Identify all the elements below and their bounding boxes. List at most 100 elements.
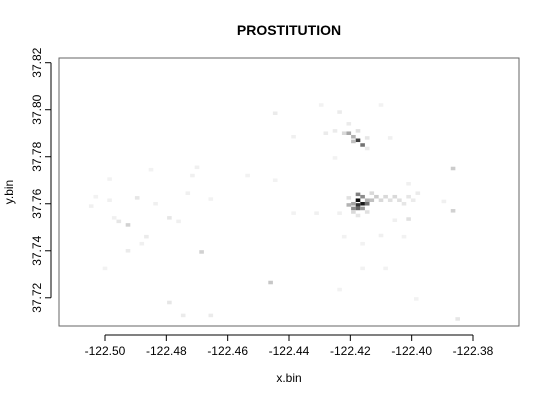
heatmap-cell [360,266,365,271]
heatmap-cell [272,111,278,116]
heatmap-cell [291,211,296,215]
heatmap-cell [392,218,398,222]
heatmap-cell [401,234,407,239]
heatmap-cell [134,196,140,200]
heatmap-cell [406,217,411,221]
heatmap-cell [125,223,131,227]
heatmap-cell [351,139,356,144]
heatmap-cell [387,136,393,140]
heatmap-cell [383,194,388,199]
x-tick-label: -122.38 [453,344,494,358]
heatmap-cell [450,209,456,213]
heatmap-cell [190,173,195,178]
heatmap-cell [406,194,411,199]
heatmap-cell [351,201,356,206]
heatmap-cell [346,131,352,135]
x-tick-label: -122.48 [146,344,187,358]
heatmap-cell [355,198,361,202]
heatmap-cell [406,182,411,186]
heatmap-cell [291,134,296,139]
heatmap-cell [355,129,361,133]
heatmap-cell [364,201,370,206]
heatmap-cell [355,206,361,211]
heatmap-cell [364,210,370,214]
x-axis: -122.50 -122.48 -122.46 -122.44 -122.42 -122.… [85,334,494,358]
heatmap-cell [88,204,94,208]
heatmap-cell [314,211,319,215]
heatmap-cell [107,198,112,202]
heatmap-cell [153,201,158,206]
heatmap-cell [194,165,200,170]
heatmap-cell [413,297,419,301]
heatmap-cell [180,313,186,318]
heatmap-cell [167,300,172,305]
heatmap-cell [455,317,460,321]
heatmap-cell [318,103,324,107]
heatmap-cell [167,216,172,220]
heatmap-cell [185,191,191,195]
heatmap-cell [364,146,370,151]
heatmap-cell [341,131,347,135]
plot-frame [58,57,520,327]
heatmap-cell [337,211,342,215]
heatmap-cell [387,198,393,202]
heatmap-cell [369,198,375,202]
heatmap-cell [378,233,384,238]
heatmap-cell [401,201,407,206]
heatmap-cell [323,131,329,135]
y-axis-label: y.bin [2,180,16,204]
heatmap-cell [360,206,365,211]
y-tick-label: 37.72 [30,282,44,312]
heatmap-cell [116,219,122,224]
heatmap-cell [346,122,352,126]
heatmap-cell [93,194,99,199]
heatmap-cell [245,173,250,178]
heatmap-cell [360,143,365,147]
heatmap-cell [369,191,375,195]
heatmap-cell [272,178,278,183]
heatmap-cell [107,177,112,181]
x-tick-label: -122.44 [269,344,310,358]
heatmap-cell [144,234,149,239]
heatmap-cell [355,213,361,218]
heatmap-cell [360,201,365,206]
heatmap-cell [208,313,214,318]
heatmap-cell [360,241,365,246]
heatmap-cell [364,136,370,140]
heatmap-cell [441,199,447,204]
heatmap-cell [346,196,352,200]
heatmap-cell [355,138,361,143]
x-axis-label: x.bin [276,371,301,385]
heatmap-cell [450,166,456,171]
heatmap-cell [374,194,379,199]
heatmap-cells [88,103,460,321]
heatmap-cell [337,287,342,292]
heatmap-cell [383,266,388,271]
heatmap-cell [176,219,181,224]
y-tick-label: 37.78 [30,141,44,171]
heatmap-cell [351,210,356,214]
heatmap-cell [346,203,352,207]
heatmap-cell [332,156,338,160]
heatmap-cell [378,103,384,107]
heatmap-cell [337,110,342,114]
heatmap-cell [148,167,154,172]
x-tick-label: -122.42 [330,344,371,358]
heatmap-cell [139,241,145,246]
heatmap-cell [378,198,384,202]
heatmap-cell [208,197,214,201]
heatmap-cell [355,203,361,207]
heatmap-cell [415,191,421,195]
heatmap-cell [111,216,117,220]
y-tick-label: 37.76 [30,188,44,218]
heatmap-cell [351,206,356,211]
y-tick-label: 37.82 [30,47,44,77]
heatmap-cell [360,194,365,199]
heatmap-cell [268,280,273,285]
x-tick-label: -122.46 [207,344,248,358]
x-tick-label: -122.50 [85,344,126,358]
y-axis: 37.72 37.74 37.76 37.78 37.80 37.82 [30,47,52,313]
heatmap-cell [199,250,204,254]
heatmap-cell [125,249,131,253]
